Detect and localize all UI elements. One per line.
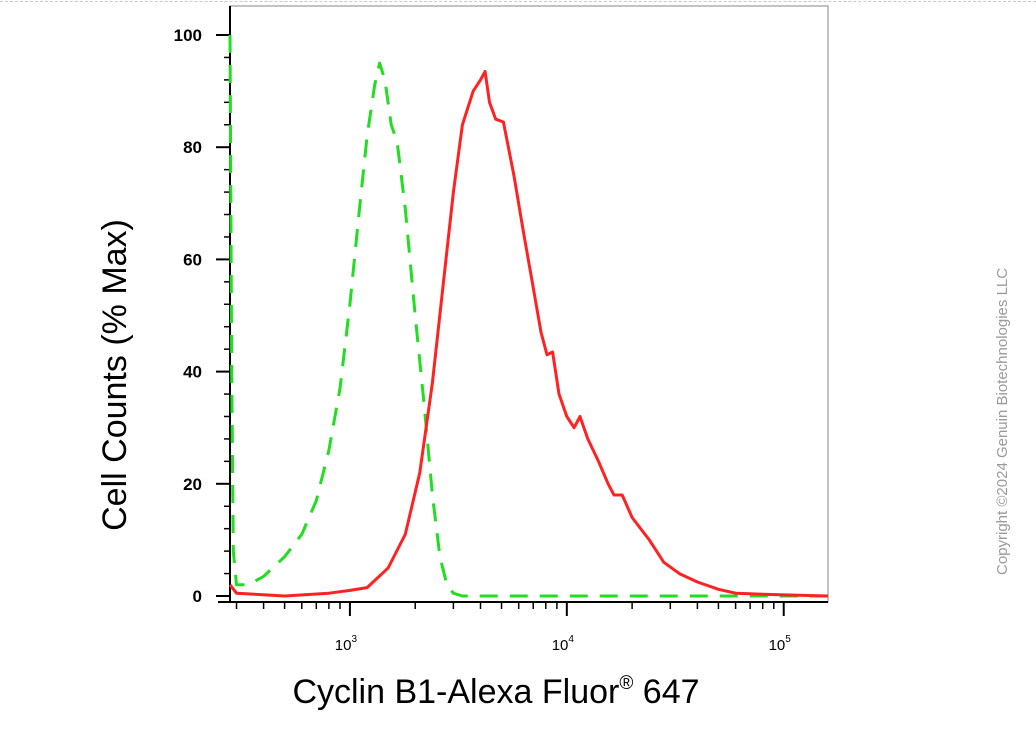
series-line-sample — [228, 70, 829, 598]
copyright-watermark: Copyright ©2024 Genuin Biotechnologies L… — [994, 267, 1011, 575]
x-tick-label: 104 — [552, 634, 575, 654]
x-axis-label-registered-mark: ® — [619, 673, 633, 694]
series-line-isotype-control — [228, 34, 828, 598]
y-ticks: 0 20 40 60 80 100 — [174, 26, 230, 606]
plot-frame — [229, 5, 829, 603]
x-tick-label: 105 — [769, 634, 792, 654]
series-layer — [228, 34, 829, 598]
x-tick-label: 103 — [335, 634, 358, 654]
x-axis-label: Cyclin B1-Alexa Fluor® 647 — [292, 673, 699, 711]
y-tick-label: 0 — [193, 587, 202, 606]
y-tick-label: 20 — [183, 475, 202, 494]
y-tick-label: 60 — [183, 250, 202, 269]
y-tick-label: 100 — [174, 26, 202, 45]
x-ticks: 103 104 105 — [235, 602, 792, 654]
plot-area — [218, 5, 829, 603]
top-dashed-rule — [0, 1, 1036, 2]
y-tick-label: 80 — [183, 138, 202, 157]
y-tick-label: 40 — [183, 363, 202, 382]
x-axis-label-main: Cyclin B1-Alexa Fluor — [292, 673, 619, 711]
x-axis-label-suffix: 647 — [633, 673, 699, 711]
y-axis-label: Cell Counts (% Max) — [96, 219, 134, 531]
